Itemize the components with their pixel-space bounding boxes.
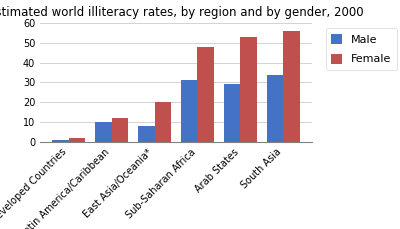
Bar	[52, 140, 69, 142]
Bar	[224, 85, 240, 142]
Bar	[154, 102, 171, 142]
Bar	[198, 47, 214, 142]
Bar	[240, 37, 257, 142]
Bar	[112, 118, 128, 142]
Bar	[138, 126, 154, 142]
Bar	[181, 80, 198, 142]
Bar	[95, 122, 112, 142]
Bar	[267, 74, 283, 142]
Bar	[69, 138, 85, 142]
Bar	[283, 31, 300, 142]
Legend: Male, Female: Male, Female	[326, 28, 397, 70]
Title: Estimated world illiteracy rates, by region and by gender, 2000: Estimated world illiteracy rates, by reg…	[0, 6, 364, 19]
